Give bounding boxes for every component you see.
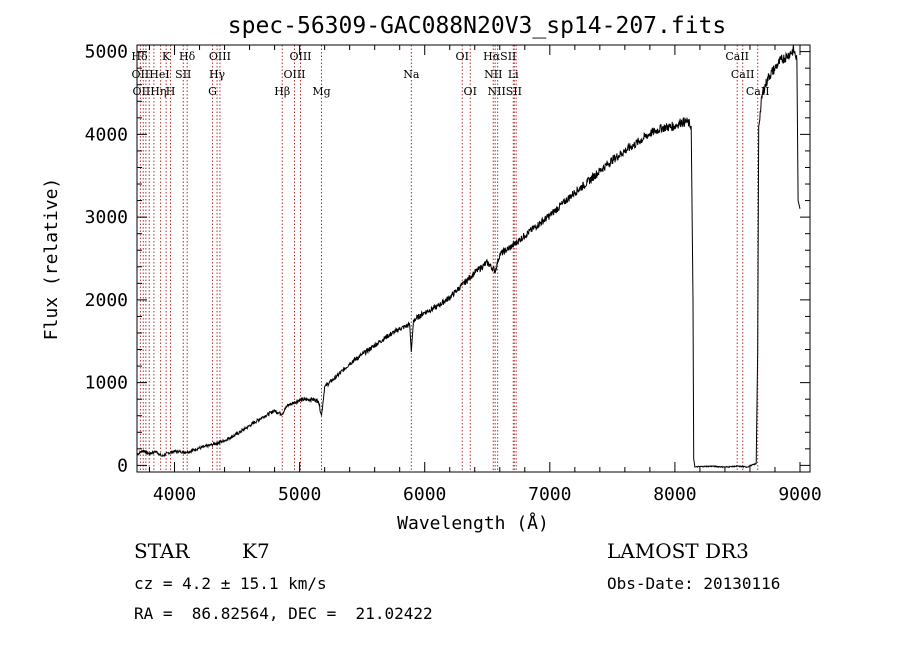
spectral-label-22: OI (464, 85, 477, 98)
plot-frame (136, 44, 811, 473)
spectral-label-1: K (162, 50, 171, 63)
y-tick-label-2: 2000 (85, 290, 128, 311)
spectral-label-17: OIIHη (133, 85, 167, 98)
x-axis-label: Wavelength (Å) (397, 512, 549, 534)
y-axis-label: Flux (relative) (41, 178, 62, 341)
spectral-label-16: CaII (731, 68, 755, 81)
object-class: STAR (134, 539, 190, 563)
spectral-label-20: Hβ (274, 85, 290, 98)
spectral-line-labels: Hδ K Hδ OIII OIII OI HαSII CaII OII HeI SII Hγ OIII N… (131, 50, 769, 98)
spectral-label-6: HαSII (483, 50, 516, 63)
series-layer (136, 44, 801, 469)
x-tick-label-1: 5000 (278, 484, 321, 505)
y-tick-label-1: 1000 (85, 373, 128, 394)
spectral-label-21: Mg (312, 85, 330, 98)
spectral-label-8: OII (132, 68, 150, 81)
object-subclass: K7 (242, 539, 270, 563)
spectral-label-10: SII (175, 68, 191, 81)
y-tick-label-5: 5000 (85, 42, 128, 63)
spectral-label-19: G (208, 85, 217, 98)
redshift-text: cz = 4.2 ± 15.1 km/s (134, 574, 327, 593)
y-axis: 0 1000 2000 3000 4000 5000 (85, 42, 810, 476)
spectral-label-23: NIISII (487, 85, 522, 98)
chart-title: spec-56309-GAC088N20V3_sp14-207.fits (228, 13, 727, 39)
x-tick-label-4: 8000 (653, 484, 696, 505)
spectral-label-13: Na (403, 68, 420, 81)
spectral-label-9: HeI (149, 68, 169, 81)
spectral-label-15: Li (508, 68, 519, 81)
x-tick-label-5: 9000 (778, 484, 821, 505)
obs-date: Obs-Date: 20130116 (607, 574, 781, 593)
x-axis: 4000 5000 6000 7000 8000 9000 (149, 45, 822, 505)
spectral-label-0: Hδ (131, 50, 148, 63)
spectral-label-12: OIII (283, 68, 305, 81)
spectral-label-4: OIII (289, 50, 311, 63)
y-tick-label-4: 4000 (85, 124, 128, 145)
coordinates: RA = 86.82564, DEC = 21.02422 (134, 604, 433, 623)
y-tick-label-3: 3000 (85, 207, 128, 228)
spectral-label-14: NII (484, 68, 502, 81)
survey-name: LAMOST DR3 (607, 539, 749, 563)
spectral-label-7: CaII (725, 50, 749, 63)
series-spectrum (136, 44, 801, 469)
spectral-label-3: OIII (209, 50, 231, 63)
spectral-label-11: Hγ (209, 68, 226, 81)
spectral-label-5: OI (456, 50, 469, 63)
spectral-line-markers (139, 45, 759, 472)
x-tick-label-3: 7000 (528, 484, 571, 505)
y-tick-label-0: 0 (117, 455, 128, 476)
x-tick-label-0: 4000 (153, 484, 196, 505)
spectral-label-18: H (166, 85, 176, 98)
spectral-label-2: Hδ (179, 50, 196, 63)
x-tick-label-2: 6000 (403, 484, 446, 505)
